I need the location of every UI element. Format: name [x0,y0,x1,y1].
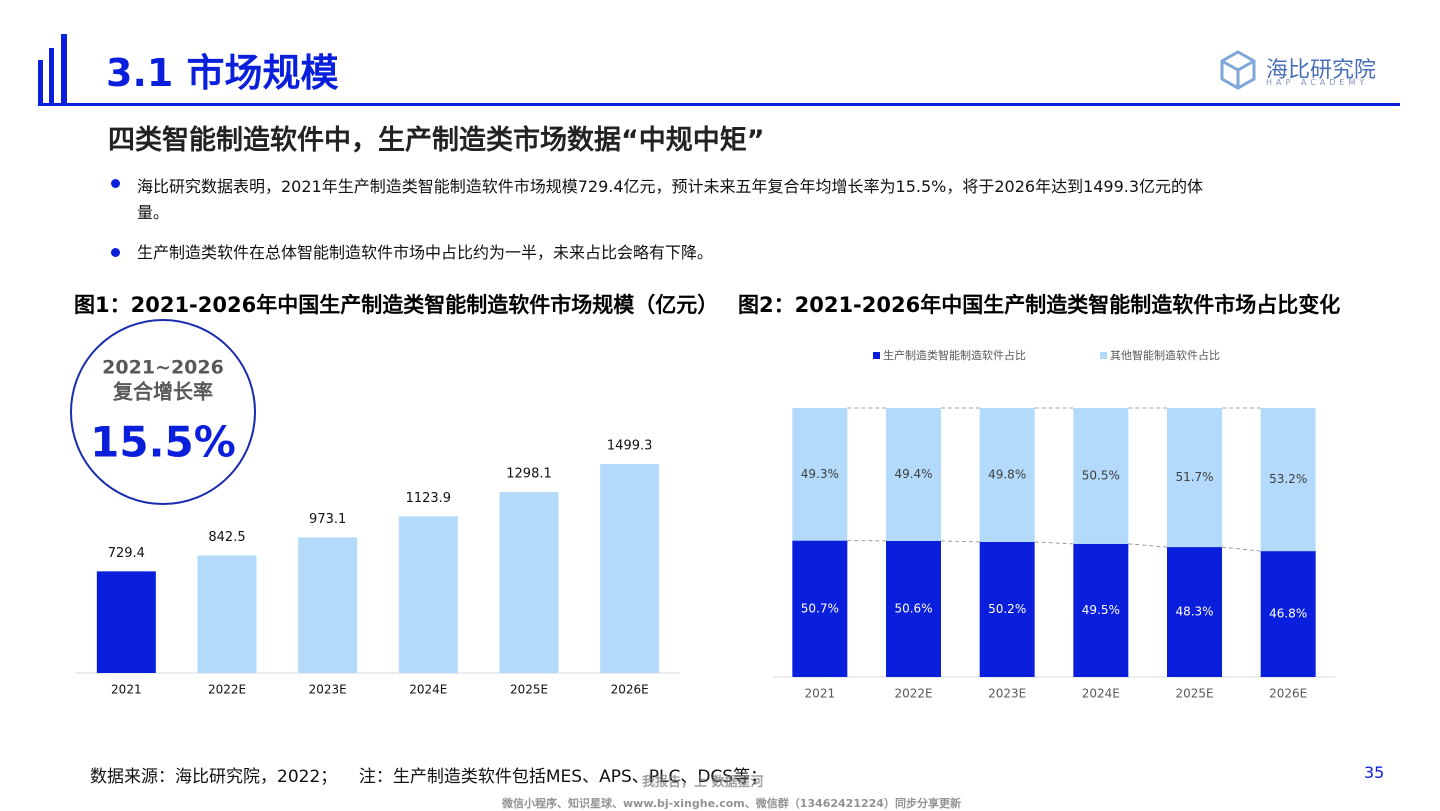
bullet-dot [111,248,120,257]
data-label: 50.7% [801,601,839,615]
logo-icon [1222,52,1254,88]
deco-bar [38,60,43,105]
legend-label: 其他智能制造软件占比 [1110,348,1220,362]
bar [298,537,357,673]
data-label: 50.6% [894,601,932,615]
data-label: 50.2% [988,602,1026,616]
x-tick-label: 2026E [1269,687,1307,701]
x-tick-label: 2022E [894,687,932,701]
data-label: 46.8% [1269,607,1307,621]
data-label: 49.8% [988,467,1026,481]
bullet-dot [111,179,120,188]
callout-range: 2021~2026 [102,357,224,379]
x-tick-label: 2025E [1175,687,1213,701]
deco-bar [49,48,54,105]
callout-circle [71,320,255,504]
headline: 四类智能制造软件中，生产制造类市场数据“中规中矩” [108,118,765,157]
x-tick-label: 2026E [611,683,649,697]
data-label: 729.4 [108,546,145,561]
data-label: 1499.3 [607,439,653,454]
watermark-sub: 微信小程序、知识星球、www.bj-xinghe.com、微信群（1346242… [502,795,961,811]
logo-sub: HAP ACADEMY [1266,78,1368,87]
bullet: 海比研究数据表明，2021年生产制造类智能制造软件市场规模729.4亿元，预计未… [137,174,1222,226]
bar [198,556,257,673]
page-number: 35 [1364,763,1384,782]
data-label: 842.5 [208,530,245,545]
connector [1035,542,1074,544]
chart-title: 图2：2021-2026年中国生产制造类智能制造软件市场占比变化 [738,289,1340,319]
watermark: 我报告，上 数据星河 [642,771,764,790]
deco-bar [61,34,67,105]
x-tick-label: 2024E [1082,687,1120,701]
x-tick-label: 2024E [409,683,447,697]
x-tick-label: 2022E [208,683,246,697]
bar [600,464,659,673]
data-label: 49.5% [1082,603,1120,617]
data-label: 1123.9 [406,491,452,506]
x-tick-label: 2021 [111,683,142,697]
data-label: 49.3% [801,467,839,481]
slide-title: 3.1 市场规模 [106,42,339,97]
callout-label: 复合增长率 [112,380,213,404]
data-label: 1298.1 [506,467,552,482]
x-tick-label: 2023E [988,687,1026,701]
data-label: 49.4% [894,467,932,481]
data-label: 973.1 [309,512,346,527]
data-label: 51.7% [1175,470,1213,484]
x-tick-label: 2023E [309,683,347,697]
bar [97,571,156,673]
legend-label: 生产制造类智能制造软件占比 [883,348,1026,362]
bar [500,492,559,673]
x-tick-label: 2021 [805,687,836,701]
x-tick-label: 2025E [510,683,548,697]
connector [1222,547,1261,551]
header-rule [38,103,1400,106]
bar [399,516,458,673]
callout-value: 15.5% [90,418,236,467]
data-label: 50.5% [1082,468,1120,482]
connector [1128,544,1167,547]
connector [941,541,980,542]
data-label: 53.2% [1269,472,1307,486]
chart-title: 图1：2021-2026年中国生产制造类智能制造软件市场规模（亿元） [74,289,718,319]
data-label: 48.3% [1175,605,1213,619]
legend-swatch [873,352,880,359]
legend-swatch [1100,352,1107,359]
bullet: 生产制造类软件在总体智能制造软件市场中占比约为一半，未来占比会略有下降。 [137,241,1222,265]
